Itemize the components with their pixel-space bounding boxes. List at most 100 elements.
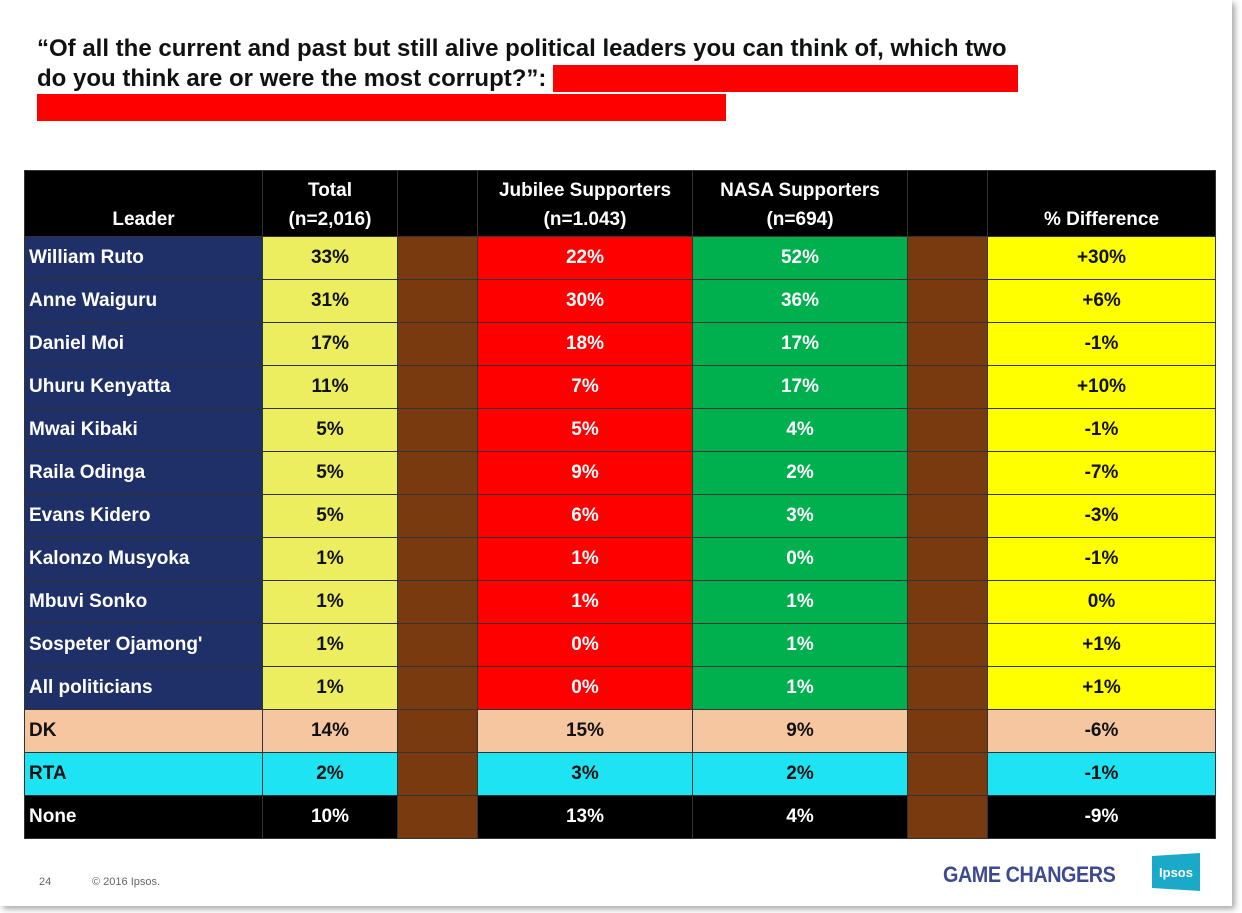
cell-separator [397,236,478,280]
cell-nasa: 2% [692,451,908,495]
cell-total: 2% [262,752,398,796]
cell-separator [907,408,988,452]
cell-difference: +6% [987,279,1216,323]
title-question: “Of all the current and past but still a… [37,35,1007,92]
cell-separator [397,752,478,796]
cell-total: 1% [262,666,398,710]
cell-leader: Daniel Moi [24,322,263,366]
cell-separator [397,322,478,366]
cell-difference: +10% [987,365,1216,409]
cell-total: 11% [262,365,398,409]
header-total: Total (n=2,016) [262,170,398,237]
cell-separator [397,623,478,667]
cell-nasa: 36% [692,279,908,323]
cell-nasa: 9% [692,709,908,753]
cell-jubilee: 22% [477,236,693,280]
cell-nasa: 0% [692,537,908,581]
cell-nasa: 2% [692,752,908,796]
cell-total: 33% [262,236,398,280]
cell-separator [397,709,478,753]
table-row: None 10% 13% 4% -9% [24,795,1216,839]
cell-difference: 0% [987,580,1216,624]
table-row: RTA 2% 3% 2% -1% [24,752,1216,796]
cell-leader: Mwai Kibaki [24,408,263,452]
cell-separator [907,666,988,710]
cell-leader: Sospeter Ojamong' [24,623,263,667]
cell-separator [397,494,478,538]
cell-leader: None [24,795,263,839]
cell-leader: Uhuru Kenyatta [24,365,263,409]
header-separator [397,170,478,237]
cell-difference: +30% [987,236,1216,280]
cell-jubilee: 5% [477,408,693,452]
cell-leader: Evans Kidero [24,494,263,538]
cell-difference: -1% [987,752,1216,796]
copyright: © 2016 Ipsos. [92,876,161,888]
cell-leader: DK [24,709,263,753]
cell-separator [907,537,988,581]
table-row: Anne Waiguru 31% 30% 36% +6% [24,279,1216,323]
cell-separator [907,365,988,409]
cell-leader: All politicians [24,666,263,710]
cell-separator [397,365,478,409]
cell-separator [907,580,988,624]
cell-difference: -1% [987,537,1216,581]
cell-total: 1% [262,580,398,624]
cell-separator [397,279,478,323]
cell-nasa: 3% [692,494,908,538]
cell-jubilee: 1% [477,580,693,624]
cell-separator [907,623,988,667]
cell-total: 5% [262,494,398,538]
cell-separator [907,322,988,366]
cell-separator [907,752,988,796]
table-row: Evans Kidero 5% 6% 3% -3% [24,494,1216,538]
cell-total: 14% [262,709,398,753]
cell-difference: -3% [987,494,1216,538]
cell-separator [907,451,988,495]
table-row: Raila Odinga 5% 9% 2% -7% [24,451,1216,495]
cell-leader: Mbuvi Sonko [24,580,263,624]
cell-total: 10% [262,795,398,839]
header-difference: % Difference [987,170,1216,237]
cell-difference: -9% [987,795,1216,839]
table-body: William Ruto 33% 22% 52% +30% Anne Waiguru 31%… [24,236,1216,839]
cell-jubilee: 1% [477,537,693,581]
cell-difference: -7% [987,451,1216,495]
cell-separator [397,795,478,839]
cell-separator [397,666,478,710]
cell-separator [397,580,478,624]
cell-jubilee: 9% [477,451,693,495]
game-changers-tagline: GAME CHANGERS [943,862,1116,887]
cell-jubilee: 15% [477,709,693,753]
cell-nasa: 52% [692,236,908,280]
cell-total: 1% [262,623,398,667]
header-nasa: NASA Supporters (n=694) [692,170,908,237]
cell-total: 17% [262,322,398,366]
table-row: Uhuru Kenyatta 11% 7% 17% +10% [24,365,1216,409]
cell-difference: -1% [987,408,1216,452]
cell-nasa: 17% [692,365,908,409]
cell-nasa: 4% [692,408,908,452]
cell-separator [907,795,988,839]
cell-separator [907,236,988,280]
header-separator [907,170,988,237]
cell-jubilee: 13% [477,795,693,839]
cell-nasa: 1% [692,623,908,667]
cell-separator [907,709,988,753]
cell-difference: -6% [987,709,1216,753]
cell-nasa: 1% [692,580,908,624]
header-jubilee: Jubilee Supporters (n=1.043) [477,170,693,237]
cell-nasa: 4% [692,795,908,839]
cell-difference: +1% [987,623,1216,667]
header-row: Leader Total (n=2,016) Jubilee Supporters… [24,170,1216,237]
cell-leader: Kalonzo Musyoka [24,537,263,581]
cell-separator [907,279,988,323]
table-row: Mwai Kibaki 5% 5% 4% -1% [24,408,1216,452]
cell-separator [397,451,478,495]
cell-separator [907,494,988,538]
cell-leader: RTA [24,752,263,796]
cell-total: 5% [262,408,398,452]
cell-separator [397,537,478,581]
table-row: Kalonzo Musyoka 1% 1% 0% -1% [24,537,1216,581]
